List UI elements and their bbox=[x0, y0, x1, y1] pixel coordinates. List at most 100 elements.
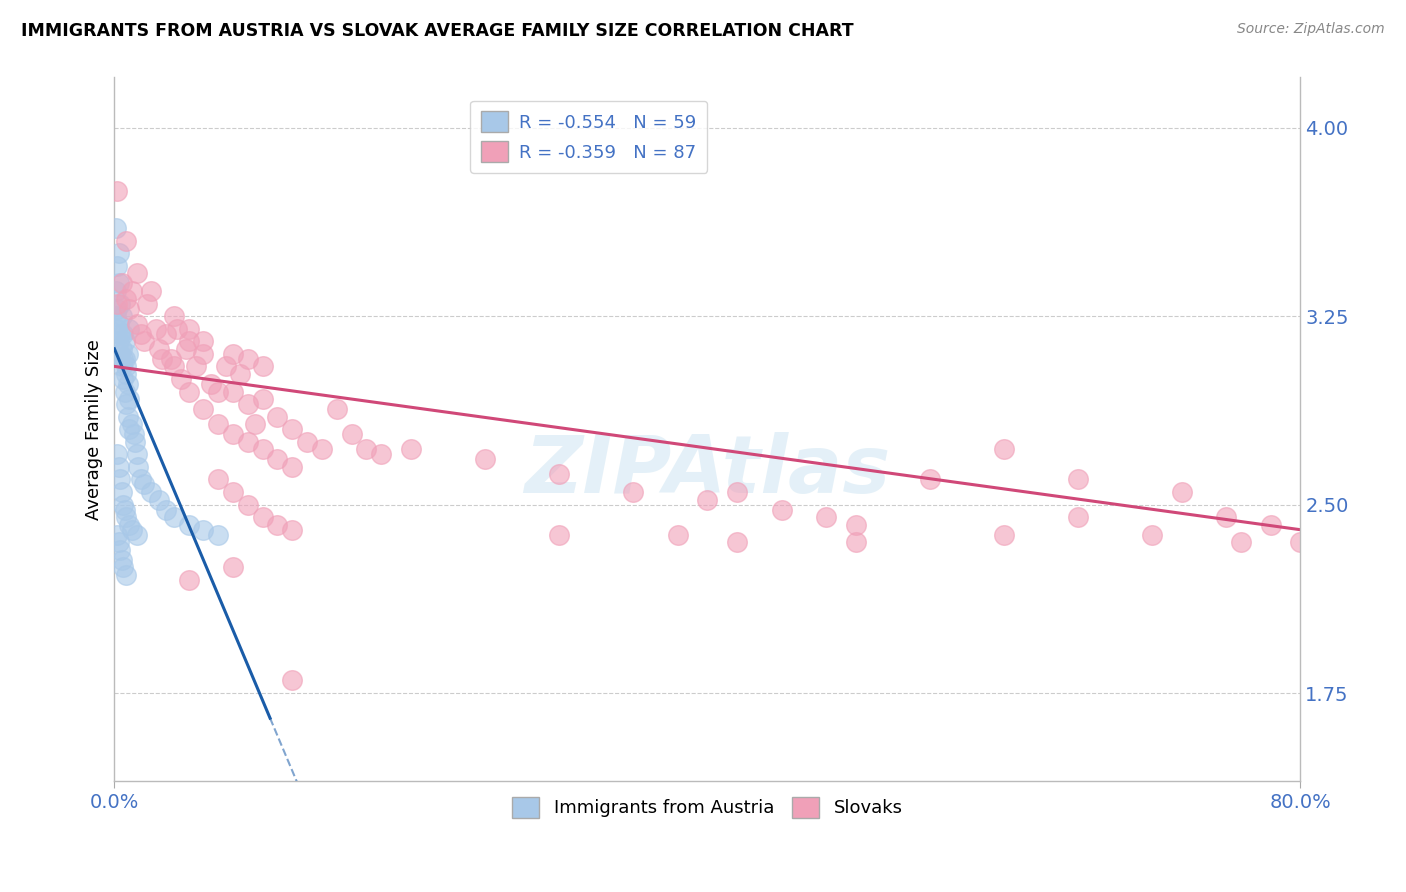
Point bbox=[104, 221, 127, 235]
Point bbox=[159, 351, 181, 366]
Point bbox=[770, 502, 793, 516]
Point bbox=[222, 485, 245, 500]
Point bbox=[105, 259, 128, 273]
Text: IMMIGRANTS FROM AUSTRIA VS SLOVAK AVERAGE FAMILY SIZE CORRELATION CHART: IMMIGRANTS FROM AUSTRIA VS SLOVAK AVERAG… bbox=[21, 22, 853, 40]
Point bbox=[105, 527, 128, 541]
Point bbox=[148, 492, 170, 507]
Point bbox=[111, 309, 134, 323]
Point bbox=[115, 568, 138, 582]
Point bbox=[666, 527, 689, 541]
Point bbox=[111, 485, 134, 500]
Legend: Immigrants from Austria, Slovaks: Immigrants from Austria, Slovaks bbox=[505, 789, 910, 825]
Point bbox=[132, 477, 155, 491]
Point bbox=[370, 447, 392, 461]
Point bbox=[117, 376, 139, 391]
Point bbox=[104, 309, 127, 323]
Point bbox=[993, 442, 1015, 457]
Point bbox=[326, 402, 349, 417]
Point bbox=[129, 326, 152, 341]
Point bbox=[118, 517, 141, 532]
Point bbox=[110, 542, 132, 557]
Point bbox=[155, 326, 177, 341]
Point bbox=[177, 384, 200, 399]
Point bbox=[114, 334, 136, 349]
Point bbox=[112, 560, 135, 574]
Point bbox=[125, 447, 148, 461]
Point bbox=[108, 334, 131, 349]
Point bbox=[252, 359, 274, 374]
Point bbox=[118, 422, 141, 436]
Point bbox=[295, 434, 318, 449]
Point bbox=[252, 510, 274, 524]
Point bbox=[115, 234, 138, 248]
Point bbox=[114, 351, 136, 366]
Point bbox=[145, 322, 167, 336]
Point bbox=[177, 517, 200, 532]
Point bbox=[207, 417, 229, 432]
Point bbox=[108, 317, 131, 331]
Point bbox=[1140, 527, 1163, 541]
Point bbox=[118, 301, 141, 316]
Point bbox=[121, 417, 143, 432]
Point bbox=[125, 527, 148, 541]
Point bbox=[163, 309, 186, 323]
Point bbox=[340, 427, 363, 442]
Point bbox=[184, 359, 207, 374]
Point bbox=[111, 342, 134, 356]
Point bbox=[127, 459, 149, 474]
Point bbox=[548, 527, 571, 541]
Point bbox=[245, 417, 267, 432]
Point bbox=[1230, 535, 1253, 549]
Point bbox=[252, 442, 274, 457]
Point bbox=[815, 510, 838, 524]
Point bbox=[112, 326, 135, 341]
Point bbox=[108, 459, 131, 474]
Point bbox=[1289, 535, 1312, 549]
Point bbox=[118, 392, 141, 406]
Point bbox=[110, 296, 132, 310]
Point bbox=[214, 359, 236, 374]
Point bbox=[174, 342, 197, 356]
Point bbox=[141, 284, 163, 298]
Point bbox=[222, 384, 245, 399]
Point bbox=[111, 553, 134, 567]
Point bbox=[121, 284, 143, 298]
Point bbox=[311, 442, 333, 457]
Point bbox=[148, 342, 170, 356]
Point bbox=[177, 573, 200, 587]
Point bbox=[108, 277, 131, 291]
Point bbox=[548, 467, 571, 482]
Point bbox=[845, 535, 868, 549]
Point bbox=[105, 322, 128, 336]
Point bbox=[993, 527, 1015, 541]
Point bbox=[621, 485, 644, 500]
Point bbox=[236, 397, 259, 411]
Point bbox=[1171, 485, 1194, 500]
Point bbox=[163, 510, 186, 524]
Point bbox=[1215, 510, 1237, 524]
Point bbox=[125, 267, 148, 281]
Point bbox=[150, 351, 173, 366]
Point bbox=[474, 452, 496, 467]
Point bbox=[236, 434, 259, 449]
Point bbox=[115, 510, 138, 524]
Point bbox=[207, 473, 229, 487]
Point bbox=[115, 367, 138, 381]
Point bbox=[121, 523, 143, 537]
Point bbox=[177, 334, 200, 349]
Point bbox=[117, 409, 139, 424]
Point bbox=[281, 459, 304, 474]
Point bbox=[266, 517, 288, 532]
Point bbox=[112, 498, 135, 512]
Point bbox=[115, 292, 138, 306]
Point bbox=[105, 296, 128, 310]
Point bbox=[281, 523, 304, 537]
Point bbox=[222, 427, 245, 442]
Point bbox=[122, 427, 145, 442]
Point bbox=[200, 376, 222, 391]
Point bbox=[124, 434, 146, 449]
Point bbox=[266, 452, 288, 467]
Point bbox=[1067, 510, 1090, 524]
Point bbox=[105, 447, 128, 461]
Point bbox=[1260, 517, 1282, 532]
